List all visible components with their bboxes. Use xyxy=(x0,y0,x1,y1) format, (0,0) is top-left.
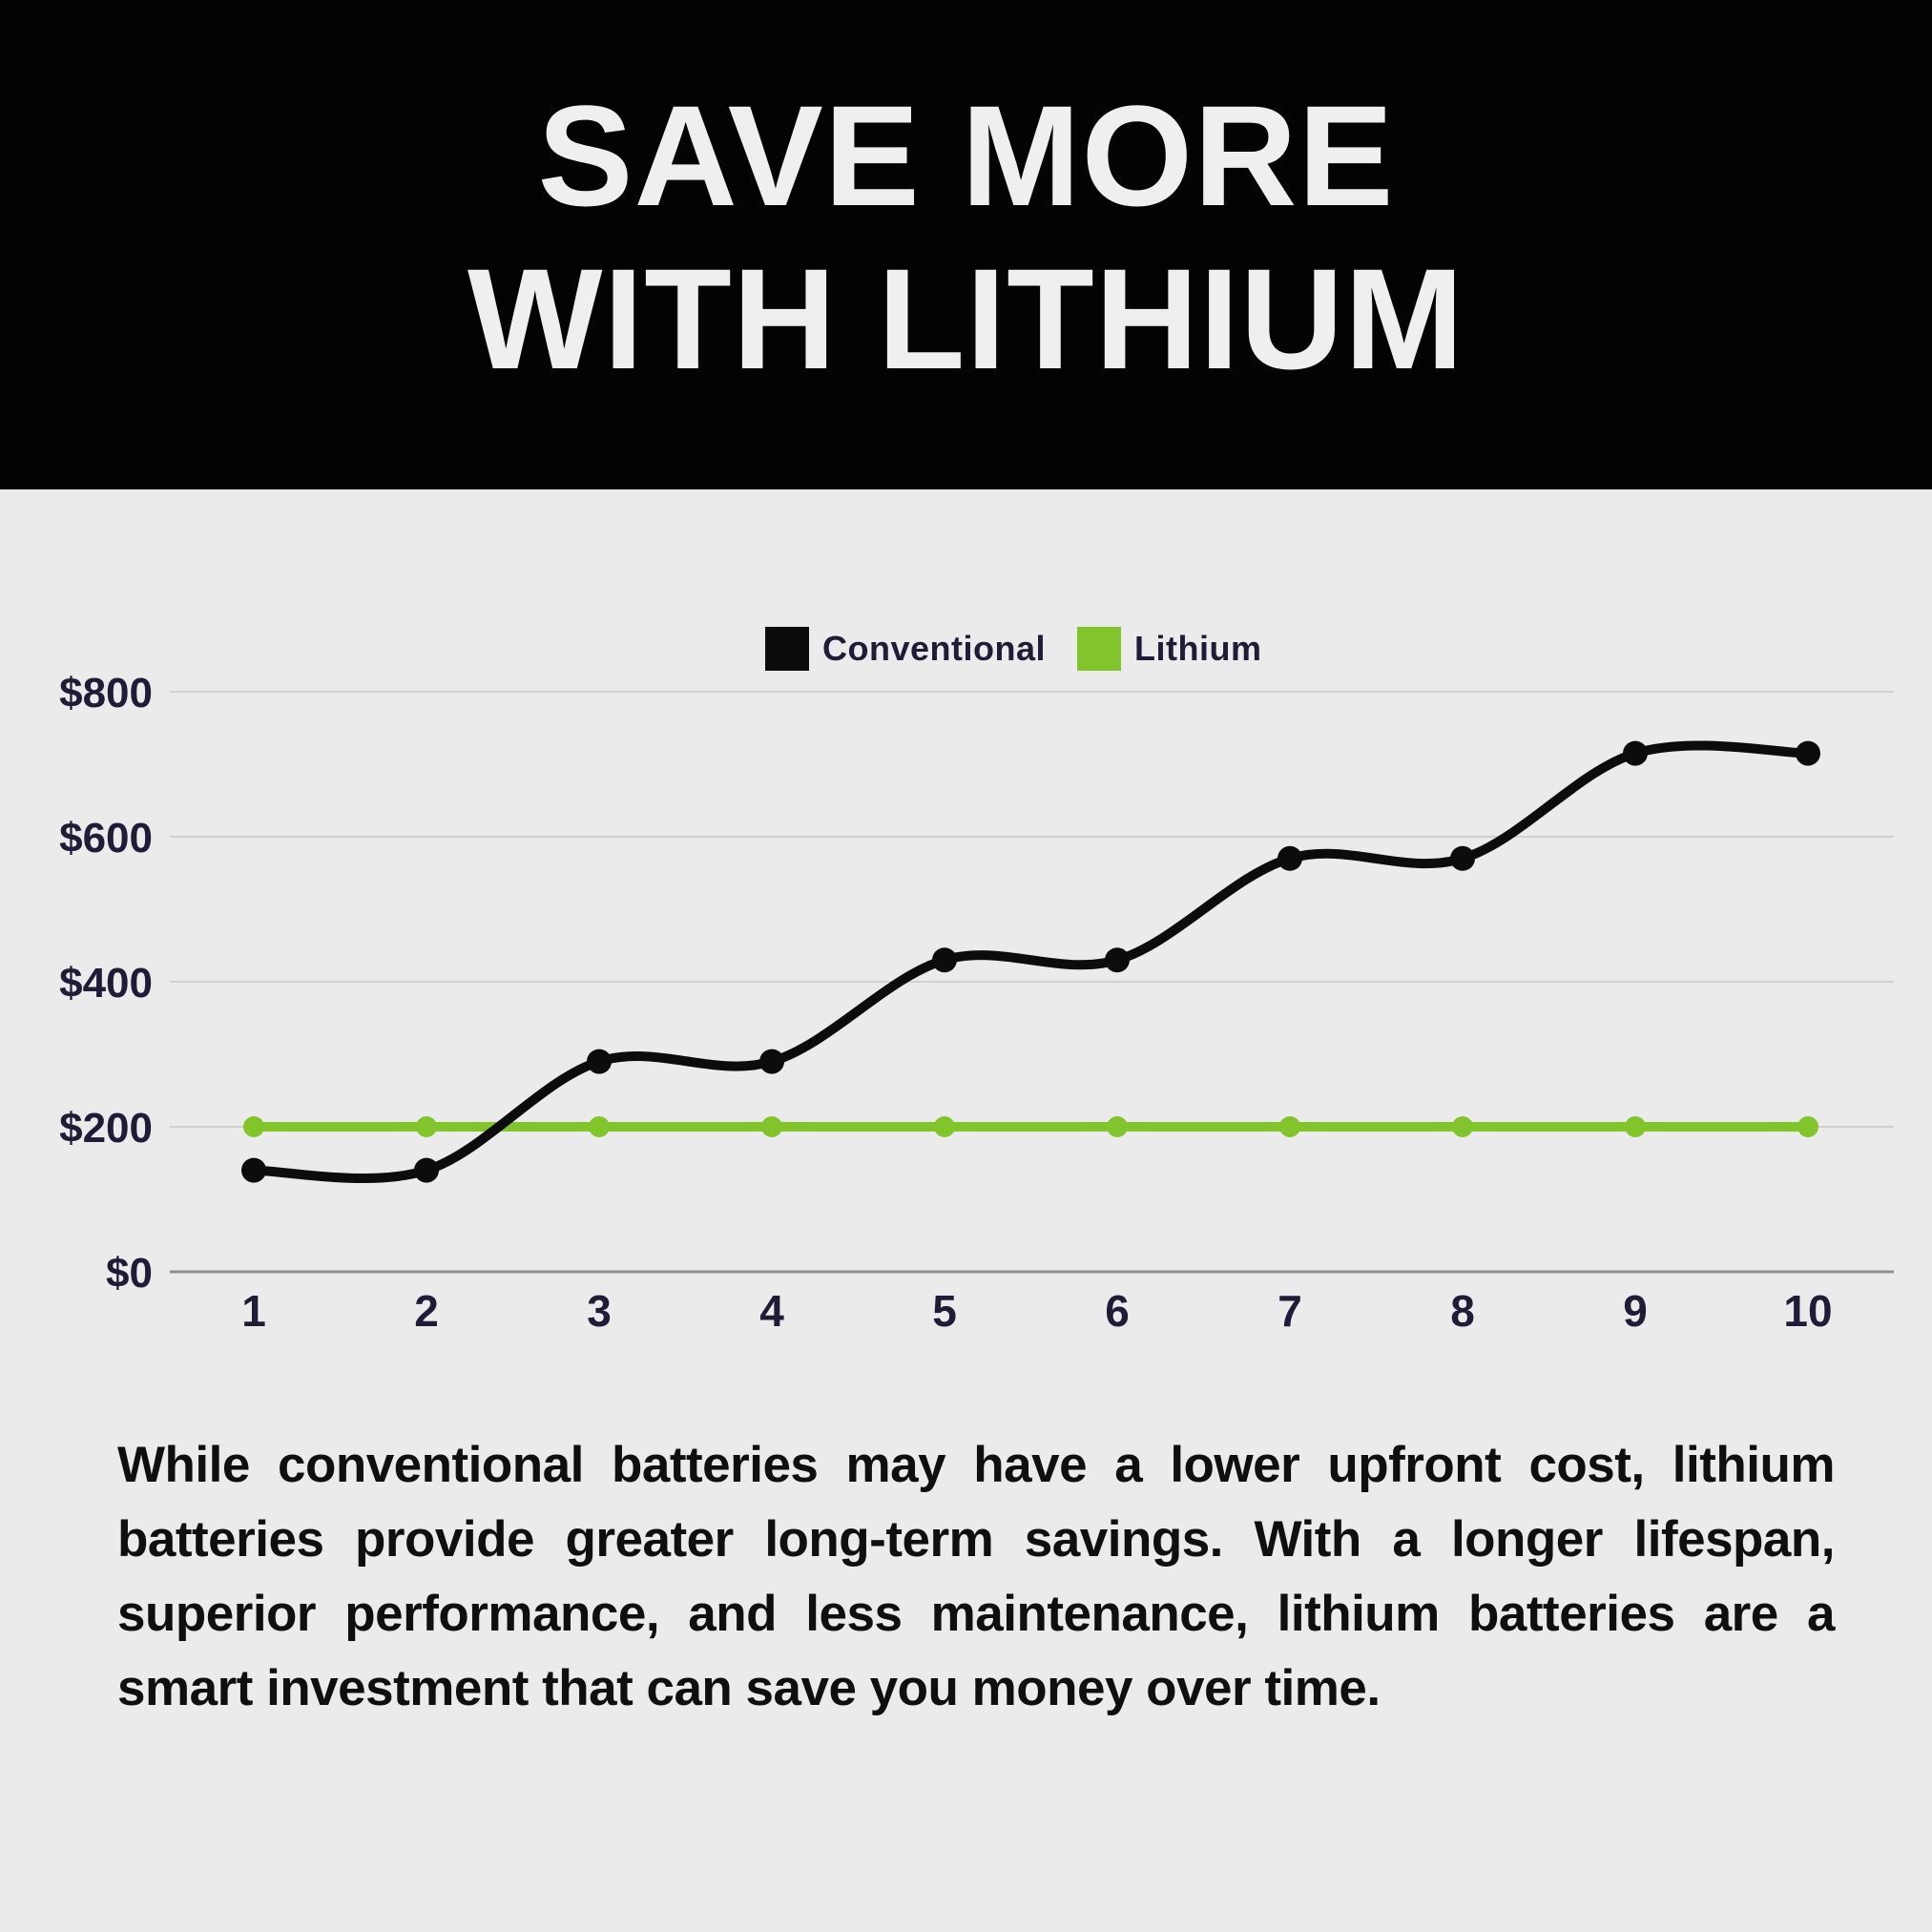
page-title-line-1: SAVE MORE xyxy=(537,75,1395,236)
data-point-lithium xyxy=(1107,1116,1128,1137)
data-point-conventional xyxy=(1450,845,1475,871)
data-point-conventional xyxy=(932,947,957,973)
x-axis-tick-label: 8 xyxy=(1450,1286,1475,1336)
x-axis-tick-label: 6 xyxy=(1105,1286,1130,1336)
y-axis-tick-label: $800 xyxy=(59,670,153,717)
lithium-swatch-icon xyxy=(1077,627,1122,671)
x-axis-tick-label: 4 xyxy=(759,1286,784,1336)
x-axis-tick-label: 1 xyxy=(241,1286,266,1336)
y-axis-tick-label: $600 xyxy=(59,815,153,862)
data-point-lithium xyxy=(416,1116,437,1137)
x-axis-tick-label: 9 xyxy=(1623,1286,1648,1336)
data-point-conventional xyxy=(759,1049,784,1074)
x-axis-tick-label: 5 xyxy=(932,1286,957,1336)
data-point-conventional xyxy=(1278,845,1302,871)
x-axis-tick-label: 3 xyxy=(587,1286,612,1336)
x-axis-tick-label: 7 xyxy=(1278,1286,1302,1336)
data-point-conventional xyxy=(1623,740,1648,766)
data-point-conventional xyxy=(241,1157,266,1183)
x-axis-tick-label: 2 xyxy=(414,1286,439,1336)
data-point-lithium xyxy=(1625,1116,1646,1137)
data-point-conventional xyxy=(1796,740,1820,766)
data-point-lithium xyxy=(934,1116,955,1137)
data-point-lithium xyxy=(589,1116,610,1137)
data-point-lithium xyxy=(1797,1116,1818,1137)
y-axis-tick-label: $200 xyxy=(59,1105,153,1152)
y-axis-tick-label: $400 xyxy=(59,960,153,1007)
series-line-conventional xyxy=(249,740,1813,1184)
legend-item-lithium: Lithium xyxy=(1077,627,1261,671)
data-point-lithium xyxy=(1452,1116,1473,1137)
header-banner: SAVE MORE WITH LITHIUM xyxy=(0,0,1932,489)
x-axis-tick-label: 10 xyxy=(1783,1286,1832,1336)
legend-label-conventional: Conventional xyxy=(822,629,1047,668)
data-point-conventional xyxy=(414,1157,439,1183)
conventional-swatch-icon xyxy=(765,627,809,671)
data-point-conventional xyxy=(587,1049,612,1074)
y-axis-tick-label: $0 xyxy=(106,1250,153,1297)
legend-item-conventional: Conventional xyxy=(765,627,1046,671)
data-point-lithium xyxy=(1279,1116,1300,1137)
legend-label-lithium: Lithium xyxy=(1134,629,1262,668)
data-point-lithium xyxy=(761,1116,782,1137)
data-point-lithium xyxy=(243,1116,264,1137)
description-paragraph: While conventional batteries may have a … xyxy=(117,1437,1836,1716)
page-title: SAVE MORE WITH LITHIUM xyxy=(0,74,1932,401)
page-title-line-2: WITH LITHIUM xyxy=(467,239,1465,399)
chart-legend: Conventional Lithium xyxy=(765,626,1262,672)
data-point-conventional xyxy=(1105,947,1130,973)
